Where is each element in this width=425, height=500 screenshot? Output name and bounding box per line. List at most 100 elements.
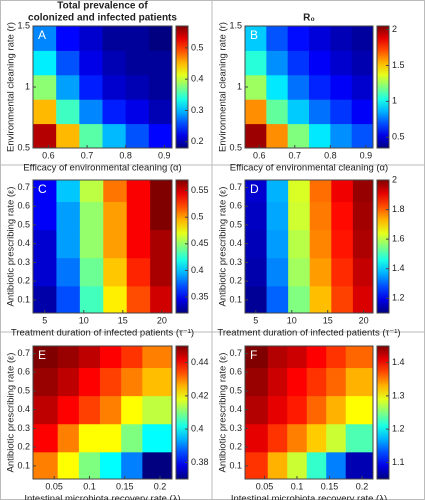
- x-tick-label: 0.6: [253, 150, 266, 160]
- x-tick-label: 15: [323, 315, 333, 325]
- heat-cell: [309, 74, 331, 100]
- y-tick-label: 1.5: [229, 20, 242, 30]
- heat-cell: [351, 74, 374, 100]
- heat-cell: [266, 26, 289, 51]
- y-tick-label: 0.5: [17, 385, 30, 395]
- x-tick-label: 0.9: [360, 150, 373, 160]
- panel-letter: B: [250, 28, 258, 42]
- heat-cell: [306, 367, 327, 397]
- y-axis-label: Environmental cleaning rate (r): [6, 22, 17, 152]
- heat-cell: [287, 423, 308, 453]
- y-tick-label: 0.6: [229, 201, 242, 211]
- heat-cell: [245, 423, 269, 453]
- heat-cell: [266, 180, 289, 203]
- colorbar-tick-label: 0.45: [191, 238, 209, 248]
- colorbar-tick-label: 0.4: [191, 424, 204, 434]
- heat-cell: [245, 180, 268, 203]
- heat-cell: [125, 99, 150, 125]
- heat-cell: [245, 99, 267, 125]
- y-tick-label: 0.1: [17, 460, 30, 470]
- y-axis-label: Antibiotic prescribing rate (ε): [218, 187, 229, 307]
- colorbar-tick-label: 0.3: [191, 105, 204, 115]
- panel-letter: D: [250, 182, 259, 196]
- heat-cell: [78, 346, 101, 369]
- x-tick-label: 0.6: [42, 150, 55, 160]
- heat-cell: [306, 423, 327, 453]
- y-tick-label: 0.5: [17, 142, 30, 152]
- y-tick-label: 0.3: [229, 257, 242, 267]
- y-tick-label: 0.3: [17, 423, 30, 433]
- x-tick-label: 0.1: [291, 481, 304, 491]
- heat-cell: [121, 395, 143, 425]
- heat-cell: [56, 180, 81, 203]
- x-tick-label: 0.9: [158, 150, 171, 160]
- heat-cell: [245, 123, 267, 149]
- colorbar-tick-label: 1.2: [392, 293, 405, 303]
- colorbar-tick-label: 1.8: [392, 204, 405, 214]
- y-axis-label: Antibiotic prescribing rate (ε): [6, 353, 17, 473]
- heat-cell: [100, 346, 122, 369]
- y-tick-label: 0.3: [229, 423, 242, 433]
- heat-cell: [148, 26, 173, 51]
- colorbar: [175, 179, 189, 314]
- heat-cell: [287, 26, 310, 51]
- heat-cell: [306, 346, 327, 369]
- y-tick-label: 0.7: [229, 182, 242, 192]
- heat-cell: [33, 257, 57, 287]
- colorbar-tick-label: 2: [392, 24, 397, 34]
- y-tick-label: 0.1: [17, 294, 30, 304]
- heat-cell: [56, 26, 80, 51]
- heat-cell: [100, 451, 122, 480]
- heat-cell: [78, 451, 101, 480]
- y-tick-label: 0.5: [17, 219, 30, 229]
- heat-cell: [126, 285, 151, 314]
- heat-cell: [33, 123, 57, 149]
- x-tick-label: 0.2: [154, 481, 167, 491]
- heat-cell: [121, 367, 143, 397]
- colorbar-tick-label: 1.1: [392, 457, 405, 467]
- heat-cell: [245, 257, 268, 287]
- heat-cell: [326, 367, 347, 397]
- heat-cell: [287, 346, 308, 369]
- y-axis-label: Environmental cleaning rate (r): [218, 22, 229, 152]
- heat-cell: [103, 285, 128, 314]
- colorbar: [175, 345, 189, 480]
- heat-cell: [266, 50, 289, 76]
- heat-cell: [79, 50, 103, 76]
- heat-cell: [245, 50, 267, 76]
- colorbar-tick-label: 0.35: [191, 291, 209, 301]
- heat-cell: [266, 99, 289, 125]
- x-tick-label: 15: [118, 315, 128, 325]
- colorbar: [376, 179, 390, 314]
- colorbar-tick-label: 2: [392, 174, 397, 184]
- x-tick-label: 0.15: [116, 481, 134, 491]
- heat-cell: [326, 451, 347, 480]
- x-tick-label: 0.2: [356, 481, 369, 491]
- x-tick-label: 10: [287, 315, 297, 325]
- heat-cell: [331, 257, 354, 287]
- heat-cell: [345, 451, 374, 480]
- heat-cell: [266, 257, 289, 287]
- colorbar-tick-label: 1.4: [392, 263, 405, 273]
- heat-cell: [56, 50, 80, 76]
- colorbar-tick-label: 0.5: [392, 132, 405, 142]
- heat-cell: [125, 74, 150, 100]
- y-tick-label: 0.2: [17, 442, 30, 452]
- heat-cell: [142, 367, 173, 397]
- colorbar: [175, 25, 189, 149]
- heat-cell: [309, 285, 332, 314]
- heat-cell: [267, 451, 288, 480]
- heat-cell: [245, 451, 269, 480]
- heat-cell: [103, 229, 128, 259]
- x-tick-label: 0.05: [45, 481, 63, 491]
- heat-cell: [331, 229, 354, 259]
- colorbar-tick-label: 0.44: [191, 357, 209, 367]
- colorbar-tick-label: 0.5: [191, 212, 204, 222]
- x-tick-label: 0.15: [321, 481, 339, 491]
- x-axis-label: Efficacy of environmental cleaning (α): [23, 163, 181, 174]
- heat-cell: [288, 285, 311, 314]
- heat-cell: [352, 257, 374, 287]
- heat-cell: [351, 50, 374, 76]
- heat-cell: [121, 423, 143, 453]
